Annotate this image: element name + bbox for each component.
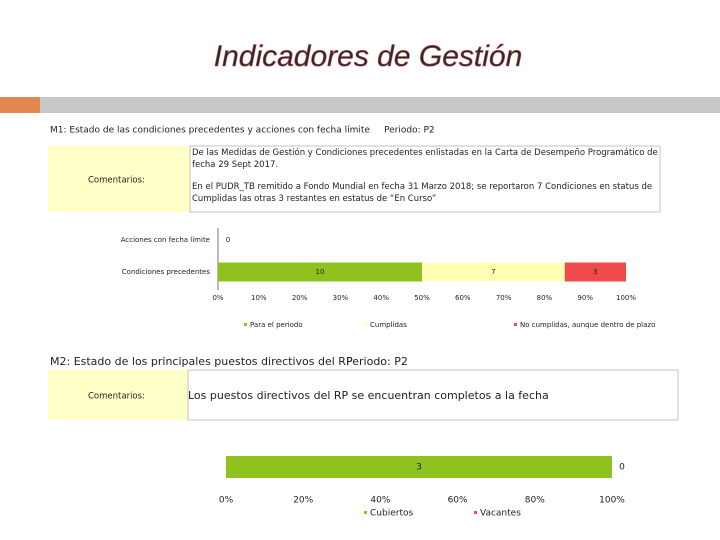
comment-box <box>189 145 661 213</box>
x-tick-label: 40% <box>370 496 390 506</box>
x-tick-label: 80% <box>537 294 553 302</box>
comment-text: Los puestos directivos del RP se encuent… <box>188 389 549 402</box>
data-label: 10 <box>316 268 325 276</box>
comment-paragraph: En el PUDR_TB remitido a Fondo Mundial e… <box>192 182 653 204</box>
legend-swatch <box>244 323 247 326</box>
data-label: 0 <box>226 236 230 244</box>
comment-text: De las Medidas de Gestión y Condiciones … <box>192 148 658 204</box>
bar-segment <box>564 262 626 282</box>
comment-label-box <box>48 370 188 420</box>
comment-paragraph: De las Medidas de Gestión y Condiciones … <box>192 148 658 170</box>
x-tick-label: 100% <box>616 294 636 302</box>
slide-title: Indicadores de Gestión <box>214 40 523 73</box>
legend-label: Cumplidas <box>370 321 407 329</box>
legend-label: Cubiertos <box>370 509 413 519</box>
x-tick-label: 60% <box>448 496 468 506</box>
section-heading: M2: Estado de los principales puestos di… <box>50 355 353 368</box>
comment-label: Comentarios: <box>88 176 145 186</box>
data-label: 0 <box>619 463 625 473</box>
bar-segment <box>422 262 565 282</box>
x-tick-label: 70% <box>496 294 512 302</box>
comment-box <box>187 369 679 421</box>
x-tick-label: 80% <box>525 496 545 506</box>
legend-label: No cumplidas, aunque dentro de plazo <box>520 321 655 329</box>
x-tick-label: 20% <box>293 496 313 506</box>
data-label: 3 <box>416 463 422 473</box>
x-tick-label: 10% <box>251 294 267 302</box>
legend-swatch <box>474 511 477 514</box>
x-tick-label: 40% <box>373 294 389 302</box>
legend-swatch <box>364 323 367 326</box>
bar-segment <box>226 456 612 478</box>
legend-label: Vacantes <box>480 509 521 519</box>
legend-swatch <box>364 511 367 514</box>
x-tick-label: 60% <box>455 294 471 302</box>
legend-swatch <box>514 323 517 326</box>
legend-label: Para el periodo <box>250 321 303 329</box>
accent-square <box>0 97 40 113</box>
section-period: Periodo: P2 <box>346 355 408 368</box>
bar-segment <box>218 262 422 282</box>
x-tick-label: 30% <box>333 294 349 302</box>
x-tick-label: 0% <box>212 294 223 302</box>
category-label: Condiciones precedentes <box>122 268 211 276</box>
x-tick-label: 0% <box>219 496 234 506</box>
data-label: 3 <box>593 268 597 276</box>
section-period: Periodo: P2 <box>384 126 435 136</box>
x-tick-label: 100% <box>599 496 625 506</box>
comment-label: Comentarios: <box>88 392 145 402</box>
data-label: 7 <box>491 268 495 276</box>
header-bar <box>40 97 720 113</box>
section-heading: M1: Estado de las condiciones precedente… <box>50 126 370 136</box>
x-tick-label: 50% <box>414 294 430 302</box>
x-tick-label: 90% <box>577 294 593 302</box>
category-label: Acciones con fecha límite <box>121 236 210 244</box>
x-tick-label: 20% <box>292 294 308 302</box>
comment-label-box <box>48 146 190 212</box>
